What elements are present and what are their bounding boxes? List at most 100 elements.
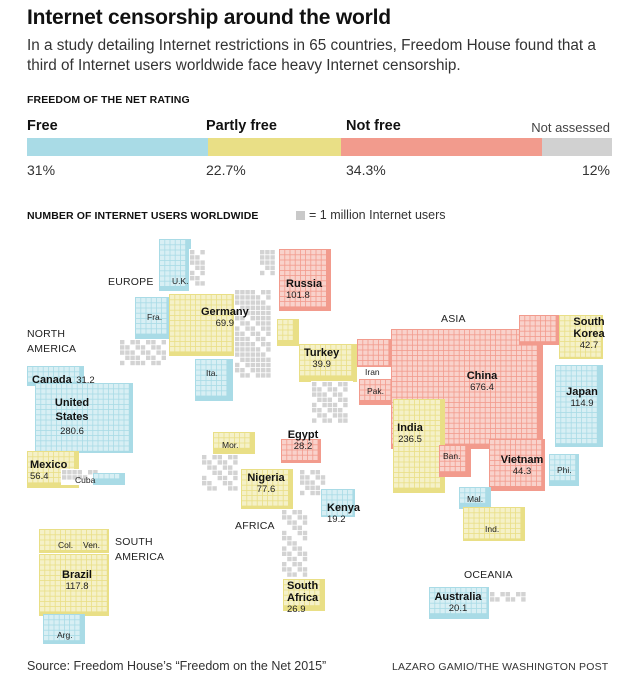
user-tile	[392, 361, 397, 366]
user-tile	[535, 321, 540, 326]
user-tile	[36, 389, 41, 394]
user-tile	[201, 310, 206, 315]
user-tile	[495, 455, 500, 460]
country-vietnam: Vietnam 44.3	[497, 454, 547, 477]
user-tile	[245, 373, 250, 378]
user-tile	[455, 451, 460, 456]
user-tile	[66, 535, 71, 540]
user-tile	[343, 382, 348, 387]
user-tile	[77, 415, 82, 420]
user-tile	[201, 370, 206, 375]
user-tile	[587, 366, 592, 371]
user-tile	[250, 331, 255, 336]
user-tile	[114, 425, 119, 430]
user-tile	[331, 365, 336, 371]
user-tile	[576, 418, 582, 423]
user-tile	[576, 366, 582, 371]
user-tile	[59, 615, 64, 620]
ukraine-region-area	[277, 319, 299, 346]
user-tile	[404, 410, 409, 415]
user-tile	[280, 260, 285, 265]
user-tile	[536, 455, 542, 460]
user-tile	[482, 593, 487, 598]
user-tile	[490, 592, 495, 597]
user-tile	[317, 408, 322, 413]
user-tile	[41, 394, 46, 399]
user-tile	[315, 580, 320, 585]
credit-line: LAZARO GAMIO/THE WASHINGTON POST	[392, 661, 609, 673]
user-tile	[527, 413, 532, 418]
user-tile	[414, 400, 420, 405]
user-tile	[561, 438, 566, 444]
user-tile	[316, 276, 321, 281]
user-tile	[228, 481, 233, 486]
user-tile	[54, 478, 59, 483]
user-tile	[135, 360, 140, 366]
user-tile	[227, 331, 232, 336]
user-tile	[185, 305, 190, 310]
user-tile	[280, 291, 285, 296]
user-tile	[501, 434, 506, 439]
country-name: United States	[54, 397, 90, 423]
user-tile	[571, 407, 576, 412]
user-tile	[464, 330, 470, 335]
user-tile	[69, 377, 74, 382]
user-tile	[409, 431, 414, 436]
user-tile	[561, 433, 566, 438]
user-tile	[206, 341, 211, 347]
user-tile	[28, 478, 33, 483]
user-tile	[490, 434, 496, 439]
user-tile	[124, 446, 129, 451]
user-tile	[425, 483, 430, 488]
user-tile	[311, 291, 316, 296]
user-tile	[93, 430, 98, 436]
user-tile	[67, 404, 72, 410]
user-tile	[525, 321, 530, 326]
user-tile	[245, 433, 250, 438]
user-tile	[555, 465, 560, 470]
user-tile	[315, 355, 320, 360]
user-tile	[240, 433, 245, 438]
user-tile	[425, 472, 430, 478]
user-tile	[62, 415, 67, 420]
user-tile	[55, 565, 60, 570]
user-tile	[284, 590, 289, 595]
user-tile	[222, 475, 228, 481]
user-tile	[88, 399, 93, 404]
abbr-mor: Mor.	[222, 440, 239, 450]
country-value: 77.6	[256, 484, 276, 495]
user-tile	[511, 361, 516, 366]
user-tile	[430, 608, 435, 614]
user-tile	[235, 347, 240, 352]
user-tile	[505, 476, 510, 481]
user-tile	[207, 481, 212, 486]
user-tile	[257, 501, 262, 506]
user-tile	[306, 270, 311, 276]
user-tile	[211, 331, 216, 336]
user-tile	[222, 341, 227, 347]
user-tile	[62, 446, 67, 451]
user-tile	[384, 340, 389, 345]
user-tile	[438, 392, 444, 397]
user-tile	[72, 415, 77, 420]
user-tile	[516, 387, 522, 392]
user-tile	[270, 250, 275, 255]
user-tile	[326, 350, 331, 355]
user-tile	[311, 281, 316, 286]
user-tile	[500, 471, 505, 476]
user-tile	[450, 588, 456, 593]
user-tile	[40, 535, 45, 540]
user-tile	[536, 481, 542, 486]
user-tile	[170, 250, 175, 255]
user-tile	[104, 474, 109, 479]
user-tile	[71, 540, 76, 545]
user-tile	[200, 260, 205, 265]
user-tile	[591, 352, 596, 357]
user-tile	[592, 381, 597, 386]
user-tile	[501, 408, 506, 413]
user-tile	[321, 270, 326, 276]
user-tile	[516, 455, 521, 460]
user-tile	[119, 420, 124, 425]
user-tile	[81, 540, 86, 545]
user-tile	[219, 443, 224, 448]
